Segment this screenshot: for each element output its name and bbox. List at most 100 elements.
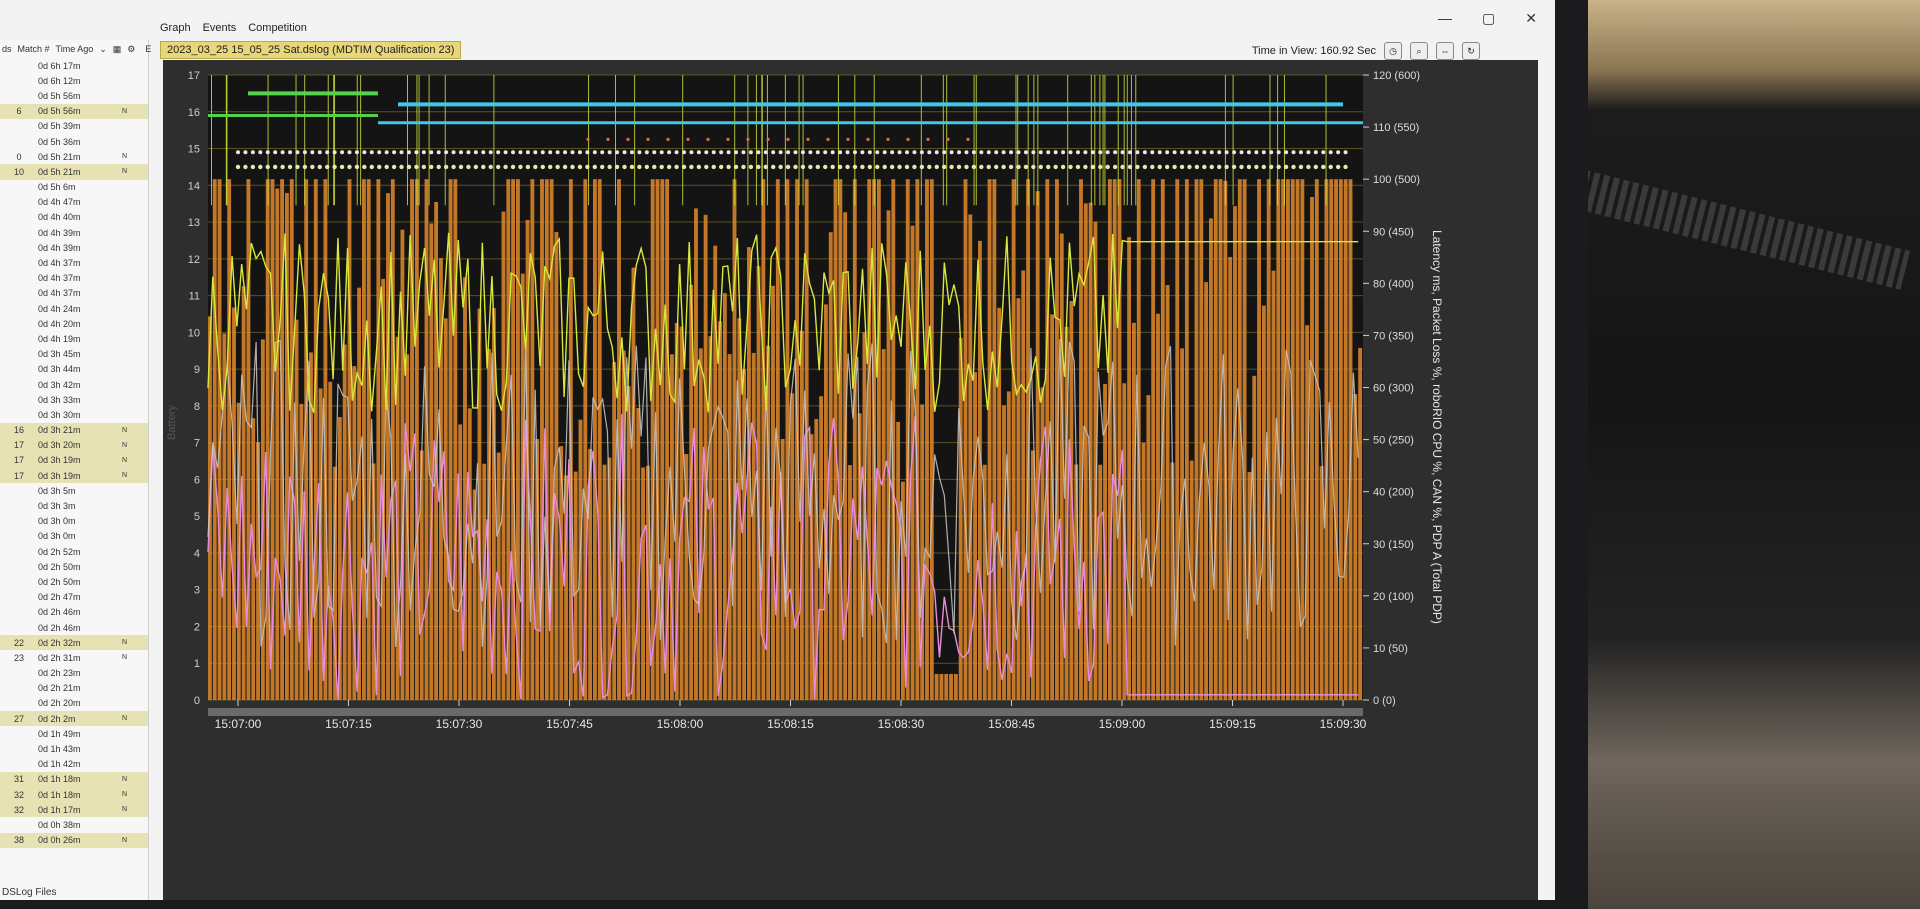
mode-dot-2 — [1105, 164, 1110, 170]
mode-dot-2 — [443, 164, 449, 170]
list-item[interactable]: 23 0d 2h 31m N — [0, 650, 148, 665]
list-item[interactable]: 17 0d 3h 20m N — [0, 437, 148, 453]
list-item[interactable]: 0d 3h 44m — [0, 362, 148, 377]
time-ago: 0d 4h 47m — [38, 197, 81, 208]
mode-dot — [1046, 150, 1051, 155]
pdp-bar — [785, 179, 790, 701]
list-item[interactable]: 0d 4h 39m — [0, 225, 148, 240]
list-item[interactable]: 0d 5h 56m — [0, 88, 148, 103]
mode-dot-2 — [1150, 164, 1155, 170]
list-item[interactable]: 27 0d 2h 2m N — [0, 711, 148, 727]
menu-competition[interactable]: Competition — [248, 22, 307, 34]
x-tick-label: 15:09:30 — [1320, 717, 1367, 731]
list-item[interactable]: 17 0d 3h 19m N — [0, 452, 148, 469]
mode-dot — [540, 150, 545, 155]
list-item[interactable]: 38 0d 0h 26m N — [0, 832, 148, 848]
fit-icon[interactable]: ⇔ — [1436, 42, 1454, 60]
list-item[interactable]: 0d 4h 47m — [0, 195, 148, 210]
menu-events[interactable]: Events — [202, 22, 237, 34]
list-item[interactable]: 10 0d 5h 21m N — [0, 164, 148, 180]
list-item[interactable]: 0d 4h 40m — [0, 210, 148, 225]
list-item[interactable]: 0d 4h 37m — [0, 271, 148, 286]
list-item[interactable]: 0 0d 5h 21m N — [0, 149, 148, 164]
list-item[interactable]: 0d 5h 39m — [0, 119, 148, 134]
minimize-button[interactable]: — — [1438, 10, 1453, 26]
list-item[interactable]: 0d 3h 5m — [0, 483, 148, 498]
list-item[interactable]: 0d 4h 24m — [0, 301, 148, 316]
clock-icon[interactable]: ◷ — [1384, 42, 1402, 60]
list-item[interactable]: 0d 2h 47m — [0, 590, 148, 605]
list-item[interactable]: 0d 2h 50m — [0, 574, 148, 589]
list-item[interactable]: 17 0d 3h 19m N — [0, 468, 148, 484]
pdp-bar — [463, 277, 467, 700]
col-header-time[interactable]: Time Ago — [55, 44, 94, 54]
list-item[interactable]: 0d 5h 36m — [0, 134, 148, 149]
menu-graph[interactable]: Graph — [160, 22, 191, 34]
pdp-bar — [650, 179, 655, 701]
mode-dot — [414, 150, 419, 155]
list-item[interactable]: 0d 3h 0m — [0, 514, 148, 529]
list-item[interactable]: 0d 4h 37m — [0, 286, 148, 301]
col-header-a[interactable]: ds — [2, 44, 12, 54]
mode-dot — [793, 150, 798, 155]
list-item[interactable]: 0d 3h 42m — [0, 377, 148, 392]
pdp-bar — [1319, 466, 1324, 700]
grid-icon[interactable]: ▦ — [112, 43, 122, 54]
pdp-bar — [400, 229, 405, 700]
list-item[interactable]: 0d 6h 17m — [0, 58, 148, 73]
list-item[interactable]: 6 0d 5h 56m N — [0, 103, 148, 119]
pdp-bar — [953, 673, 958, 700]
pdp-bar — [694, 208, 698, 700]
list-item[interactable]: 31 0d 1h 18m N — [0, 771, 148, 787]
match-number: 38 — [13, 835, 24, 846]
list-item[interactable]: 0d 3h 33m — [0, 392, 148, 407]
mode-dot-2 — [1217, 164, 1222, 170]
chevron-down-icon[interactable]: ⌄ — [99, 43, 107, 54]
list-item[interactable]: 0d 3h 30m — [0, 407, 148, 422]
time-ago: 0d 5h 56m — [38, 90, 81, 101]
list-item[interactable]: 32 0d 1h 18m N — [0, 787, 148, 803]
list-item[interactable]: 0d 0h 38m — [0, 817, 148, 832]
maximize-button[interactable]: ▢ — [1482, 10, 1496, 26]
col-header-match[interactable]: Match # — [17, 44, 50, 54]
list-item[interactable]: 0d 5h 6m — [0, 180, 148, 195]
refresh-icon[interactable]: ↻ — [1462, 42, 1480, 60]
list-item[interactable]: 0d 4h 20m — [0, 316, 148, 331]
list-item[interactable]: 32 0d 1h 17m N — [0, 802, 148, 818]
pdp-bar — [212, 179, 217, 701]
list-item[interactable]: 0d 2h 50m — [0, 559, 148, 574]
pdp-bar — [602, 464, 607, 700]
list-item[interactable]: 0d 3h 0m — [0, 529, 148, 544]
list-item[interactable]: 0d 2h 23m — [0, 666, 148, 681]
col-header-e[interactable]: E — [145, 44, 152, 54]
pdp-bar — [1218, 179, 1223, 701]
list-item[interactable]: 0d 2h 46m — [0, 620, 148, 635]
pdp-bar — [929, 179, 934, 701]
list-item[interactable]: 0d 1h 49m — [0, 726, 148, 741]
close-button[interactable]: ✕ — [1525, 10, 1537, 26]
list-item[interactable]: 16 0d 3h 21m N — [0, 422, 148, 438]
list-item[interactable]: 0d 4h 37m — [0, 255, 148, 270]
gear-icon[interactable]: ⚙ — [127, 43, 136, 54]
list-item[interactable]: 22 0d 2h 32m N — [0, 635, 148, 651]
zoom-icon[interactable]: ⌕ — [1410, 42, 1428, 60]
graph-area[interactable]: 0 1 2 3 4 5 6 7 8 9 10 11 12 13 14 15 16 17 0 (0) 10 (50) 20… — [163, 60, 1538, 900]
right-tick-label: 40 (200) — [1373, 487, 1414, 499]
list-item[interactable]: 0d 1h 42m — [0, 757, 148, 772]
list-item[interactable]: 0d 3h 45m — [0, 347, 148, 362]
mode-dot — [674, 150, 679, 155]
list-item[interactable]: 0d 2h 52m — [0, 544, 148, 559]
list-item[interactable]: 0d 3h 3m — [0, 498, 148, 513]
list-item[interactable]: 0d 6h 12m — [0, 73, 148, 88]
list-item[interactable]: 0d 1h 43m — [0, 741, 148, 756]
right-tick-label: 120 (600) — [1373, 70, 1420, 82]
mode-dot-2 — [927, 164, 932, 170]
list-item[interactable]: 0d 4h 19m — [0, 331, 148, 346]
list-item[interactable]: 0d 2h 20m — [0, 696, 148, 711]
mode-dot — [1180, 150, 1185, 155]
list-item[interactable]: 0d 2h 21m — [0, 681, 148, 696]
right-tick-label: 90 (450) — [1373, 226, 1414, 238]
list-item[interactable]: 0d 4h 39m — [0, 240, 148, 255]
list-item[interactable]: 0d 2h 46m — [0, 605, 148, 620]
